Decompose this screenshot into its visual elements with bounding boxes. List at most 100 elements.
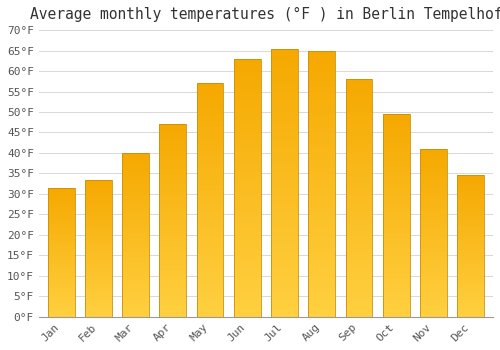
Bar [160, 298, 186, 300]
Bar [234, 275, 260, 278]
Bar [271, 260, 298, 263]
Bar [271, 210, 298, 213]
Bar [48, 202, 74, 204]
Bar [234, 265, 260, 268]
Bar [383, 134, 409, 137]
Bar [308, 237, 335, 240]
Bar [160, 283, 186, 286]
Bar [458, 251, 484, 253]
Bar [85, 262, 112, 264]
Bar [308, 50, 335, 317]
Bar [196, 188, 224, 191]
Bar [458, 303, 484, 304]
Bar [196, 200, 224, 203]
Bar [420, 289, 447, 292]
Bar [458, 200, 484, 202]
Bar [160, 177, 186, 180]
Bar [85, 187, 112, 188]
Bar [346, 100, 372, 103]
Bar [122, 153, 149, 317]
Bar [308, 264, 335, 267]
Bar [420, 178, 447, 180]
Bar [458, 280, 484, 281]
Bar [420, 300, 447, 302]
Bar [85, 267, 112, 269]
Bar [122, 177, 149, 180]
Bar [122, 202, 149, 204]
Bar [383, 225, 409, 228]
Bar [48, 201, 74, 202]
Bar [160, 286, 186, 288]
Bar [234, 130, 260, 133]
Bar [160, 261, 186, 264]
Bar [458, 205, 484, 207]
Bar [234, 126, 260, 130]
Bar [346, 159, 372, 162]
Bar [308, 217, 335, 220]
Bar [48, 194, 74, 196]
Bar [196, 311, 224, 314]
Bar [122, 284, 149, 286]
Bar [160, 163, 186, 165]
Bar [122, 216, 149, 218]
Bar [196, 191, 224, 194]
Bar [234, 65, 260, 68]
Bar [308, 310, 335, 314]
Bar [308, 210, 335, 214]
Bar [271, 303, 298, 307]
Bar [196, 153, 224, 156]
Bar [48, 289, 74, 291]
Bar [85, 282, 112, 284]
Bar [85, 312, 112, 313]
Bar [160, 173, 186, 175]
Bar [234, 139, 260, 142]
Bar [346, 287, 372, 290]
Bar [122, 172, 149, 174]
Bar [122, 268, 149, 270]
Bar [85, 216, 112, 217]
Bar [234, 278, 260, 281]
Bar [420, 168, 447, 170]
Bar [383, 269, 409, 271]
Bar [122, 167, 149, 169]
Bar [346, 204, 372, 207]
Bar [271, 79, 298, 82]
Bar [383, 220, 409, 223]
Bar [346, 243, 372, 246]
Bar [48, 264, 74, 265]
Bar [458, 241, 484, 243]
Bar [271, 176, 298, 179]
Bar [85, 238, 112, 240]
Bar [85, 310, 112, 312]
Bar [196, 127, 224, 130]
Bar [196, 299, 224, 302]
Bar [196, 83, 224, 86]
Bar [48, 278, 74, 280]
Bar [420, 250, 447, 252]
Bar [122, 311, 149, 313]
Bar [420, 189, 447, 191]
Bar [85, 212, 112, 214]
Bar [48, 247, 74, 249]
Bar [122, 249, 149, 251]
Bar [420, 262, 447, 264]
Bar [420, 229, 447, 231]
Bar [196, 218, 224, 220]
Bar [234, 162, 260, 165]
Bar [196, 293, 224, 296]
Bar [383, 238, 409, 241]
Bar [85, 252, 112, 253]
Bar [48, 215, 74, 217]
Bar [458, 262, 484, 264]
Bar [308, 200, 335, 204]
Bar [160, 192, 186, 194]
Bar [48, 233, 74, 235]
Bar [346, 79, 372, 82]
Bar [160, 158, 186, 160]
Bar [85, 205, 112, 207]
Bar [308, 204, 335, 207]
Bar [383, 198, 409, 200]
Bar [85, 202, 112, 204]
Bar [85, 272, 112, 274]
Bar [85, 233, 112, 234]
